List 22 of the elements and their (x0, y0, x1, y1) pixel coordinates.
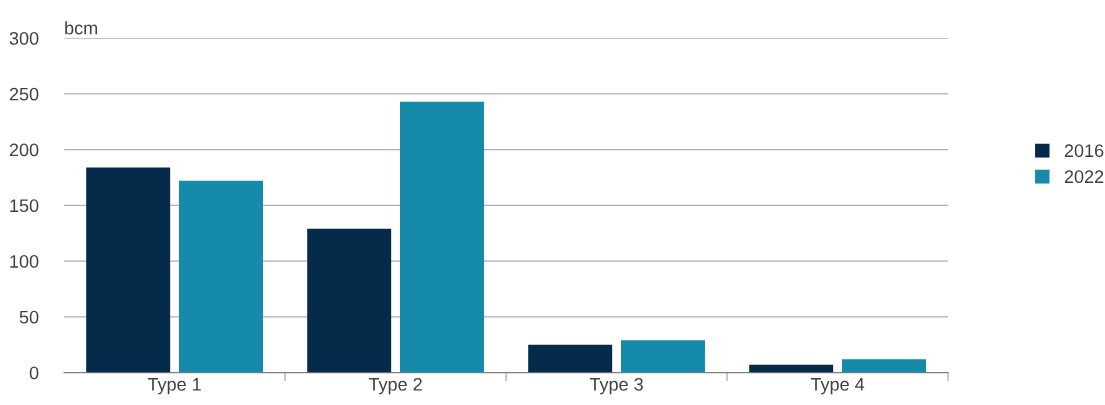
bar (179, 180, 263, 373)
y-axis-title: bcm (65, 21, 98, 35)
y-tick-label: 50 (19, 310, 39, 324)
y-tick-label: 200 (9, 143, 39, 157)
bar (307, 228, 392, 373)
bar (400, 101, 484, 373)
y-tick-label: 150 (10, 199, 39, 213)
y-tick-label: 0 (29, 366, 39, 380)
y-tick-label: 300 (9, 32, 39, 45)
bar (842, 359, 926, 373)
legend-label: 2022 (1064, 170, 1104, 184)
x-tick-label: Type 4 (810, 378, 865, 395)
y-tick-label: 250 (9, 87, 39, 101)
y-tick-label: 100 (10, 255, 39, 268)
x-tick-label: Type 2 (368, 377, 422, 395)
x-tick-label: Type 3 (589, 377, 643, 395)
legend-label: 2016 (1064, 144, 1104, 158)
bar (749, 364, 834, 373)
bar (621, 340, 705, 373)
x-tick-label: Type 1 (147, 378, 201, 395)
bar (86, 167, 171, 373)
bar (528, 344, 613, 373)
